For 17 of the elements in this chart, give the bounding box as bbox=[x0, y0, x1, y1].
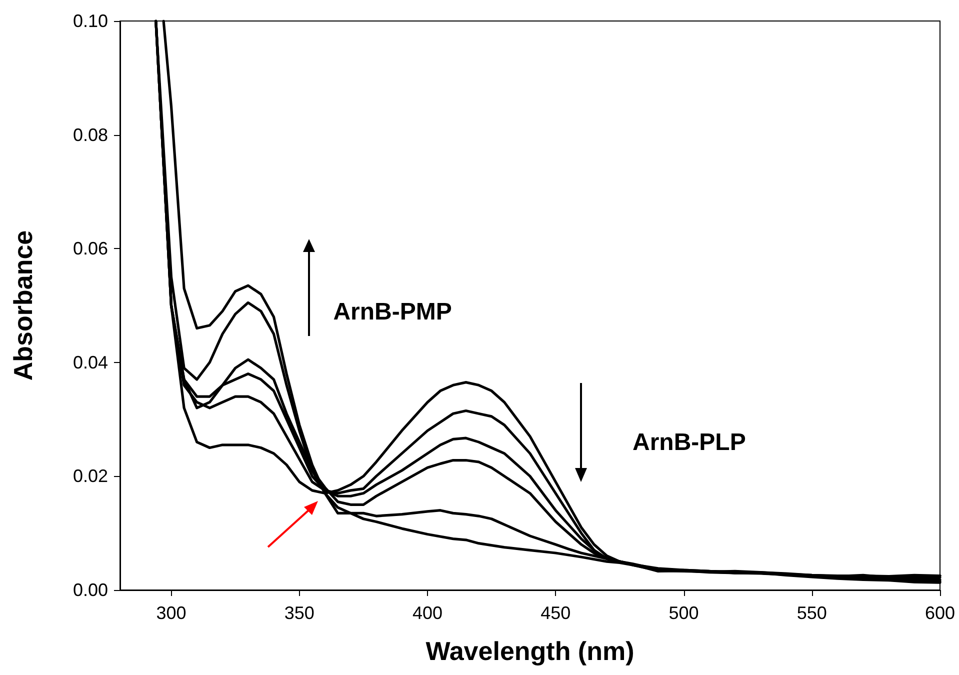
y-tick-label: 0.00 bbox=[72, 580, 108, 600]
y-axis-title: Absorbance bbox=[8, 230, 38, 381]
y-tick-label: 0.06 bbox=[72, 238, 108, 259]
y-tick-label: 0.08 bbox=[72, 124, 108, 145]
x-tick-label: 350 bbox=[284, 603, 314, 623]
x-tick-label: 400 bbox=[412, 603, 443, 623]
y-tick-label: 0.10 bbox=[72, 11, 108, 31]
y-tick-label: 0.02 bbox=[72, 466, 108, 486]
annotation: ArnB-PLP bbox=[632, 429, 746, 456]
x-tick-label: 300 bbox=[156, 603, 186, 623]
x-tick-label: 500 bbox=[668, 603, 699, 623]
x-tick-label: 450 bbox=[540, 603, 571, 623]
x-axis-title: Wavelength (nm) bbox=[426, 636, 634, 666]
x-tick-label: 600 bbox=[924, 603, 956, 623]
y-tick-label: 0.04 bbox=[72, 352, 108, 372]
x-tick-label: 550 bbox=[796, 603, 827, 623]
annotation: ArnB-PMP bbox=[333, 298, 452, 326]
